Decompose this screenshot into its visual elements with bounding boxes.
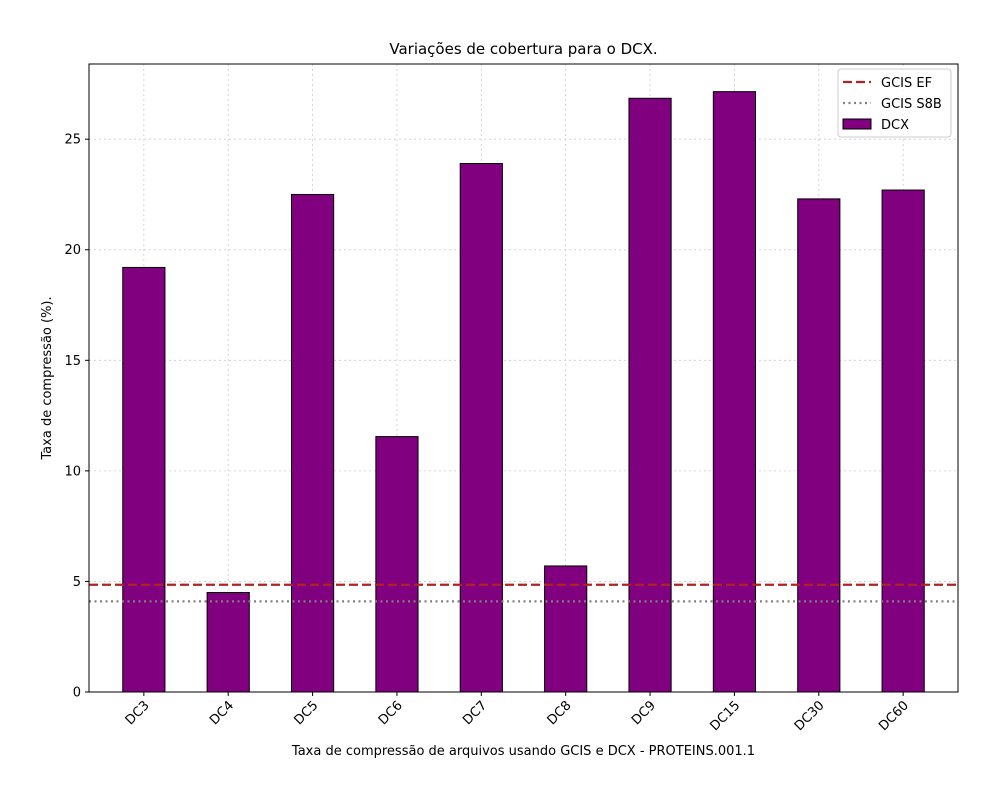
y-tick-label: 15 <box>64 354 81 369</box>
plot-frame <box>88 63 959 693</box>
bar-dc4 <box>206 591 250 693</box>
y-tick-label: 20 <box>64 243 81 258</box>
y-tick-label: 0 <box>73 686 81 701</box>
x-tick-label: DC6 <box>376 698 406 728</box>
bar-dc8 <box>544 565 588 693</box>
x-axis-ticks: DC3 DC4 DC5 DC6 DC7 DC8 DC9 DC15 DC30 DC60 <box>123 692 912 734</box>
x-tick-label: DC15 <box>707 698 743 734</box>
bar-dc30 <box>797 198 841 693</box>
legend-label-gcis-s8b: GCIS S8B <box>881 97 942 112</box>
bars <box>122 91 925 693</box>
x-tick-label: DC4 <box>207 698 237 728</box>
x-tick-label: DC3 <box>123 698 153 728</box>
legend-label-dcx: DCX <box>881 118 909 133</box>
chart-title: Variações de cobertura para o DCX. <box>389 40 657 58</box>
x-tick-label: DC60 <box>876 698 912 734</box>
y-tick-label: 5 <box>73 575 81 590</box>
x-tick-label: DC9 <box>629 698 659 728</box>
x-axis-label: Taxa de compressão de arquivos usando GC… <box>291 744 755 759</box>
x-tick-label: DC7 <box>460 698 490 728</box>
legend-symbol-dcx <box>842 118 872 130</box>
bar-dc7 <box>459 163 503 693</box>
y-axis-label: Taxa de compressão (%). <box>40 296 55 460</box>
bar-dc60 <box>881 189 925 693</box>
y-tick-label: 10 <box>64 464 81 479</box>
x-tick-label: DC30 <box>792 698 828 734</box>
y-tick-label: 25 <box>64 133 81 148</box>
bar-dc6 <box>375 436 419 693</box>
bar-dc9 <box>628 97 672 693</box>
legend-label-gcis-ef: GCIS EF <box>881 76 932 91</box>
y-axis-ticks: 0 5 10 15 20 25 <box>64 133 89 701</box>
legend: GCIS EF GCIS S8B DCX <box>837 68 952 138</box>
bar-dc3 <box>122 266 166 693</box>
x-tick-label: DC5 <box>291 698 321 728</box>
bar-dc5 <box>290 193 335 693</box>
bar-dc15 <box>712 91 757 693</box>
x-tick-label: DC8 <box>545 698 575 728</box>
